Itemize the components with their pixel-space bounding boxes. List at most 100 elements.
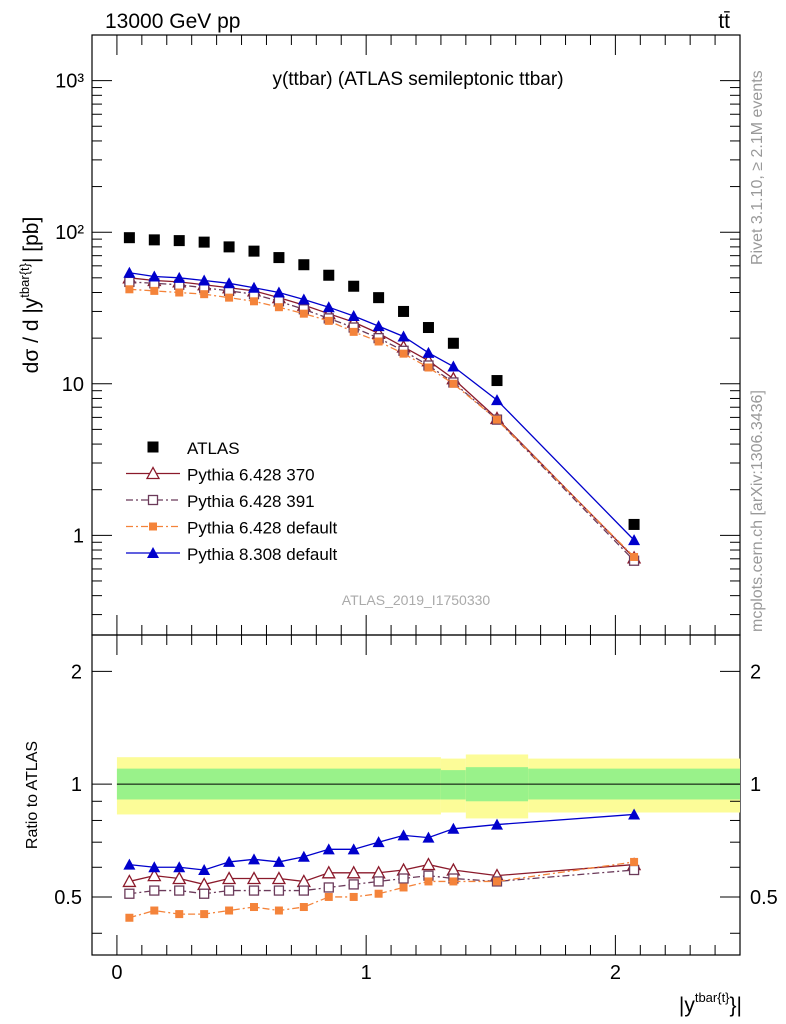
- series-point-3: [123, 266, 136, 278]
- ratio-point-3: [173, 861, 186, 873]
- series-point-2: [150, 286, 159, 295]
- ratio-panel: 0.5 0.5 1 1 2 2 Ratio to ATLAS 0 1 2 |ytbar{t}}…: [24, 634, 778, 1017]
- ratio-y-tick-label-left: 1: [71, 774, 82, 796]
- ratio-point-2: [399, 883, 408, 892]
- legend-marker-2: [149, 522, 157, 531]
- ratio-point-3: [447, 822, 460, 834]
- x-axis-label: |ytbar{t}}|: [679, 990, 742, 1017]
- data-point: [323, 269, 335, 281]
- data-point: [273, 252, 285, 264]
- ratio-point-2: [630, 857, 639, 866]
- ratio-y-tick-label-right: 1: [750, 774, 761, 796]
- ratio-line-1: [129, 869, 635, 895]
- series-point-3: [322, 301, 335, 313]
- ratio-point-3: [223, 855, 236, 867]
- ratio-point-0: [421, 857, 436, 871]
- legend-marker-3: [147, 547, 159, 558]
- ratio-point-1: [248, 885, 260, 896]
- x-tick-label: 0: [111, 962, 122, 984]
- svg-text:dσ / d |ytbar{t}| [pb]: dσ / d |ytbar{t}| [pb]: [17, 217, 43, 374]
- series-point-2: [274, 303, 283, 312]
- main-y-tick-label: 10³: [55, 71, 84, 93]
- ratio-point-2: [299, 903, 308, 912]
- series-point-3: [347, 309, 360, 321]
- ratio-point-2: [374, 889, 383, 898]
- legend-label-1: Pythia 6.428 391: [187, 492, 315, 511]
- series-point-2: [399, 349, 408, 358]
- x-tick-label: 2: [610, 962, 621, 984]
- series-point-3: [628, 534, 641, 546]
- data-point: [148, 234, 160, 246]
- ratio-point-2: [225, 906, 234, 915]
- data-point: [248, 245, 260, 257]
- data-point: [373, 292, 385, 304]
- series-point-2: [424, 363, 433, 372]
- data-point: [422, 322, 434, 334]
- analysis-watermark: ATLAS_2019_I1750330: [342, 592, 491, 608]
- ratio-point-0: [321, 865, 336, 879]
- series-point-2: [324, 316, 333, 325]
- data-point: [398, 305, 410, 317]
- ratio-point-3: [322, 843, 335, 855]
- x-tick-label: 1: [361, 962, 372, 984]
- ratio-point-2: [250, 903, 258, 912]
- legend-label-2: Pythia 6.428 default: [187, 519, 338, 538]
- ratio-point-2: [175, 910, 184, 919]
- ratio-point-3: [347, 843, 360, 855]
- ratio-point-2: [424, 877, 433, 886]
- ratio-y-axis-label: Ratio to ATLAS: [24, 741, 41, 849]
- side-mcplots-label: mcplots.cern.ch [arXiv:1306.3436]: [749, 390, 766, 632]
- ratio-point-3: [372, 836, 385, 848]
- ratio-point-2: [493, 877, 501, 886]
- ratio-point-0: [122, 874, 137, 888]
- header-process: tt̄: [718, 10, 730, 33]
- ratio-point-0: [271, 871, 287, 885]
- ratio-point-1: [348, 879, 359, 890]
- ratio-point-2: [324, 892, 333, 901]
- series-point-2: [200, 290, 209, 299]
- series-point-3: [491, 394, 503, 406]
- data-point: [491, 375, 503, 387]
- data-point: [447, 337, 459, 349]
- series-point-3: [248, 281, 260, 293]
- ratio-point-1: [628, 864, 640, 876]
- ratio-point-3: [297, 850, 310, 862]
- series-point-3: [223, 277, 236, 289]
- series-line-1: [129, 281, 635, 562]
- series-point-2: [175, 288, 184, 297]
- data-point: [348, 280, 360, 292]
- ratio-point-3: [248, 853, 260, 865]
- series-point-2: [493, 415, 501, 424]
- series-point-2: [125, 285, 134, 294]
- series-point-3: [148, 270, 161, 282]
- legend-label-data: ATLAS: [187, 439, 240, 458]
- ratio-point-1: [124, 888, 135, 899]
- uncertainty-band-stat: [440, 770, 466, 800]
- main-panel: 1 10 10² 10³ y(ttbar) (ATLAS semileptonic t…: [17, 34, 741, 636]
- ratio-y-tick-label-right: 0.5: [750, 887, 778, 909]
- legend-marker-1: [147, 494, 159, 506]
- ratio-point-3: [272, 855, 285, 867]
- series-point-3: [198, 274, 211, 286]
- data-point: [298, 259, 310, 271]
- ratio-point-0: [246, 871, 262, 885]
- ratio-line-3: [129, 813, 635, 871]
- legend-marker-data: [147, 441, 159, 453]
- series-point-2: [225, 293, 234, 302]
- ratio-point-3: [123, 858, 136, 870]
- series-line-0: [129, 277, 635, 559]
- series-point-3: [422, 346, 435, 358]
- legend-label-3: Pythia 8.308 default: [187, 545, 338, 564]
- series-line-3: [129, 272, 635, 541]
- main-y-tick-label: 10²: [55, 222, 84, 244]
- series-point-2: [374, 337, 383, 346]
- chart-title: y(ttbar) (ATLAS semileptonic ttbar): [272, 69, 563, 90]
- main-y-tick-label: 1: [73, 525, 84, 547]
- ratio-line-0: [129, 863, 635, 886]
- series-point-1: [124, 276, 135, 288]
- series-point-3: [372, 320, 385, 332]
- ratio-point-0: [172, 871, 187, 885]
- ratio-point-2: [449, 877, 458, 886]
- series-point-2: [250, 297, 258, 306]
